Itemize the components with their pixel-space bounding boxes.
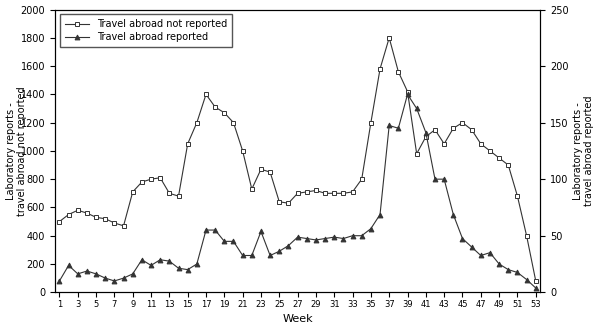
Y-axis label: Laboratory reports -
travel abroad not reported: Laboratory reports - travel abroad not r… xyxy=(5,86,27,216)
Travel abroad reported xyxy=(56,279,63,283)
Travel abroad not reported xyxy=(184,142,191,146)
Travel abroad not reported xyxy=(358,177,365,181)
Legend: Travel abroad not reported, Travel abroad reported: Travel abroad not reported, Travel abroa… xyxy=(60,15,232,47)
Line: Travel abroad not reported: Travel abroad not reported xyxy=(58,36,538,283)
Y-axis label: Laboratory reports -
travel abroad reported: Laboratory reports - travel abroad repor… xyxy=(573,96,595,206)
Travel abroad not reported xyxy=(487,149,494,153)
Travel abroad reported xyxy=(358,234,365,238)
Travel abroad reported xyxy=(340,237,347,241)
Travel abroad not reported xyxy=(532,279,539,283)
Travel abroad reported xyxy=(532,286,539,290)
Travel abroad not reported xyxy=(340,191,347,195)
Line: Travel abroad reported: Travel abroad reported xyxy=(57,92,538,290)
Travel abroad not reported xyxy=(331,191,338,195)
Travel abroad reported xyxy=(184,268,191,272)
Travel abroad reported xyxy=(404,92,411,96)
Travel abroad reported xyxy=(431,177,439,181)
X-axis label: Week: Week xyxy=(282,314,313,324)
Travel abroad reported xyxy=(487,251,494,255)
Travel abroad not reported xyxy=(56,219,63,223)
Travel abroad not reported xyxy=(386,36,393,40)
Travel abroad not reported xyxy=(431,128,439,132)
Travel abroad reported xyxy=(331,235,338,239)
